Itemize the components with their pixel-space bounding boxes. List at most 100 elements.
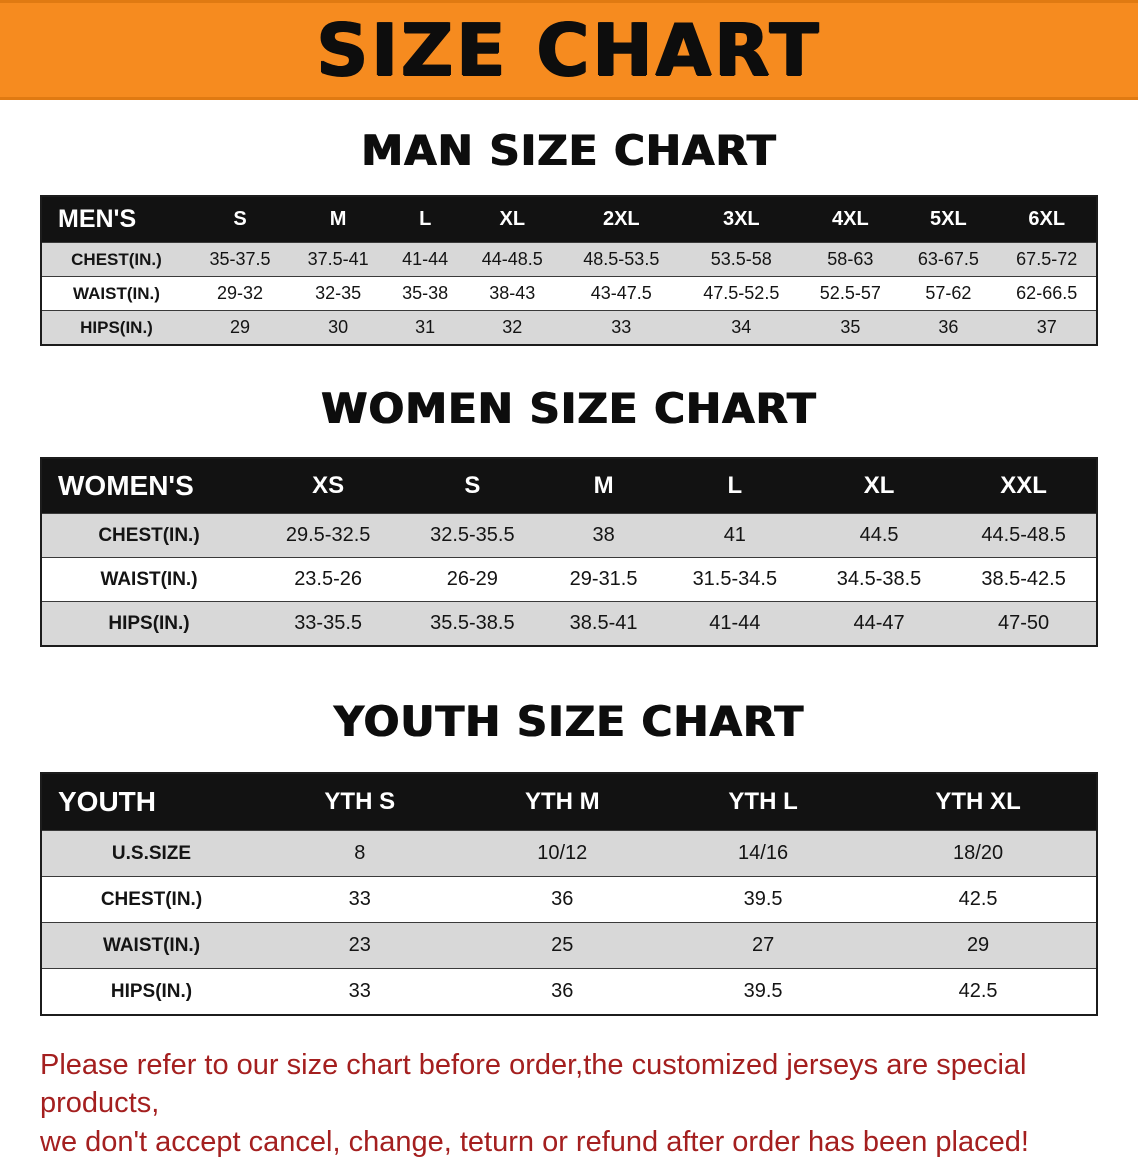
size-value-cell: 29 xyxy=(191,310,290,345)
size-value-cell: 27 xyxy=(666,922,861,969)
size-value-cell: 31.5-34.5 xyxy=(662,557,807,602)
size-value-cell: 53.5-58 xyxy=(681,242,802,277)
row-label: CHEST(IN.) xyxy=(41,242,191,277)
column-header: 5XL xyxy=(899,196,998,243)
size-value-cell: 23.5-26 xyxy=(256,557,401,602)
disclaimer: Please refer to our size chart before or… xyxy=(40,1046,1098,1161)
banner: SIZE CHART xyxy=(0,0,1138,100)
table-header-row: WOMEN'S XS S M L XL XXL xyxy=(41,458,1097,514)
size-value-cell: 52.5-57 xyxy=(801,276,900,311)
size-value-cell: 31 xyxy=(387,310,464,345)
size-value-cell: 44-47 xyxy=(806,601,952,646)
table-corner-label: MEN'S xyxy=(41,196,191,243)
womens-section: WOMEN SIZE CHART WOMEN'S XS S M L XL XXL CHEST(… xyxy=(0,346,1138,647)
table-row: HIPS(IN.) 33 36 39.5 42.5 xyxy=(41,968,1097,1015)
mens-size-table: MEN'S S M L XL 2XL 3XL 4XL 5XL 6XL CHEST(IN.) 35-37… xyxy=(40,195,1098,346)
womens-size-table: WOMEN'S XS S M L XL XXL CHEST(IN.) 29.5-32.5 32.5… xyxy=(40,457,1098,647)
size-value-cell: 43-47.5 xyxy=(561,276,682,311)
size-value-cell: 29.5-32.5 xyxy=(256,513,401,558)
column-header: YTH XL xyxy=(860,773,1097,831)
table-row: WAIST(IN.) 29-32 32-35 35-38 38-43 43-47.5 47.… xyxy=(41,276,1097,311)
size-value-cell: 42.5 xyxy=(860,876,1097,923)
youth-section: YOUTH SIZE CHART YOUTH YTH S YTH M YTH L YTH… xyxy=(0,647,1138,1016)
size-value-cell: 35 xyxy=(801,310,900,345)
size-value-cell: 29-31.5 xyxy=(544,557,663,602)
size-value-cell: 33 xyxy=(261,876,459,923)
column-header: XL xyxy=(463,196,562,243)
size-value-cell: 25 xyxy=(458,922,667,969)
column-header: XS xyxy=(256,458,401,514)
size-value-cell: 36 xyxy=(458,968,667,1015)
table-header-row: MEN'S S M L XL 2XL 3XL 4XL 5XL 6XL xyxy=(41,196,1097,243)
size-value-cell: 63-67.5 xyxy=(899,242,998,277)
size-value-cell: 10/12 xyxy=(458,830,667,877)
column-header: S xyxy=(400,458,545,514)
row-label: WAIST(IN.) xyxy=(41,922,261,969)
size-value-cell: 14/16 xyxy=(666,830,861,877)
size-value-cell: 37 xyxy=(997,310,1097,345)
column-header: 2XL xyxy=(561,196,682,243)
column-header: L xyxy=(387,196,464,243)
size-value-cell: 29 xyxy=(860,922,1097,969)
column-header: M xyxy=(289,196,388,243)
column-header: YTH S xyxy=(261,773,459,831)
size-value-cell: 48.5-53.5 xyxy=(561,242,682,277)
size-value-cell: 37.5-41 xyxy=(289,242,388,277)
table-row: WAIST(IN.) 23 25 27 29 xyxy=(41,922,1097,969)
column-header: YTH M xyxy=(458,773,667,831)
row-label: WAIST(IN.) xyxy=(41,276,191,311)
table-row: CHEST(IN.) 33 36 39.5 42.5 xyxy=(41,876,1097,923)
size-value-cell: 47-50 xyxy=(951,601,1097,646)
womens-chart-heading: WOMEN SIZE CHART xyxy=(321,384,817,433)
size-value-cell: 42.5 xyxy=(860,968,1097,1015)
size-value-cell: 62-66.5 xyxy=(997,276,1097,311)
size-value-cell: 34.5-38.5 xyxy=(806,557,952,602)
size-value-cell: 58-63 xyxy=(801,242,900,277)
row-label: WAIST(IN.) xyxy=(41,557,256,602)
size-value-cell: 33-35.5 xyxy=(256,601,401,646)
column-header: M xyxy=(544,458,663,514)
disclaimer-line-2: we don't accept cancel, change, teturn o… xyxy=(40,1125,1029,1158)
table-row: HIPS(IN.) 33-35.5 35.5-38.5 38.5-41 41-44 44-… xyxy=(41,601,1097,646)
column-header: S xyxy=(191,196,290,243)
size-value-cell: 8 xyxy=(261,830,459,877)
row-label: HIPS(IN.) xyxy=(41,601,256,646)
table-row: WAIST(IN.) 23.5-26 26-29 29-31.5 31.5-34.5 34… xyxy=(41,557,1097,602)
page-title: SIZE CHART xyxy=(316,8,822,92)
size-value-cell: 44-48.5 xyxy=(463,242,562,277)
row-label: U.S.SIZE xyxy=(41,830,261,877)
table-row: U.S.SIZE 8 10/12 14/16 18/20 xyxy=(41,830,1097,877)
size-value-cell: 35.5-38.5 xyxy=(400,601,545,646)
table-header-row: YOUTH YTH S YTH M YTH L YTH XL xyxy=(41,773,1097,831)
row-label: HIPS(IN.) xyxy=(41,968,261,1015)
size-value-cell: 18/20 xyxy=(860,830,1097,877)
size-value-cell: 39.5 xyxy=(666,876,861,923)
size-value-cell: 44.5 xyxy=(806,513,952,558)
column-header: 3XL xyxy=(681,196,802,243)
size-value-cell: 33 xyxy=(261,968,459,1015)
size-value-cell: 34 xyxy=(681,310,802,345)
column-header: XXL xyxy=(951,458,1097,514)
size-value-cell: 67.5-72 xyxy=(997,242,1097,277)
size-value-cell: 47.5-52.5 xyxy=(681,276,802,311)
size-value-cell: 26-29 xyxy=(400,557,545,602)
size-value-cell: 35-37.5 xyxy=(191,242,290,277)
size-value-cell: 30 xyxy=(289,310,388,345)
column-header: XL xyxy=(806,458,952,514)
size-value-cell: 39.5 xyxy=(666,968,861,1015)
size-value-cell: 38-43 xyxy=(463,276,562,311)
disclaimer-line-1: Please refer to our size chart before or… xyxy=(40,1049,1027,1120)
row-label: CHEST(IN.) xyxy=(41,513,256,558)
youth-chart-heading: YOUTH SIZE CHART xyxy=(333,697,805,746)
size-value-cell: 23 xyxy=(261,922,459,969)
column-header: YTH L xyxy=(666,773,861,831)
size-value-cell: 32-35 xyxy=(289,276,388,311)
mens-chart-heading: MAN SIZE CHART xyxy=(361,126,777,175)
row-label: CHEST(IN.) xyxy=(41,876,261,923)
size-value-cell: 41 xyxy=(662,513,807,558)
size-value-cell: 32.5-35.5 xyxy=(400,513,545,558)
table-row: HIPS(IN.) 29 30 31 32 33 34 35 36 37 xyxy=(41,310,1097,345)
size-value-cell: 44.5-48.5 xyxy=(951,513,1097,558)
size-value-cell: 32 xyxy=(463,310,562,345)
